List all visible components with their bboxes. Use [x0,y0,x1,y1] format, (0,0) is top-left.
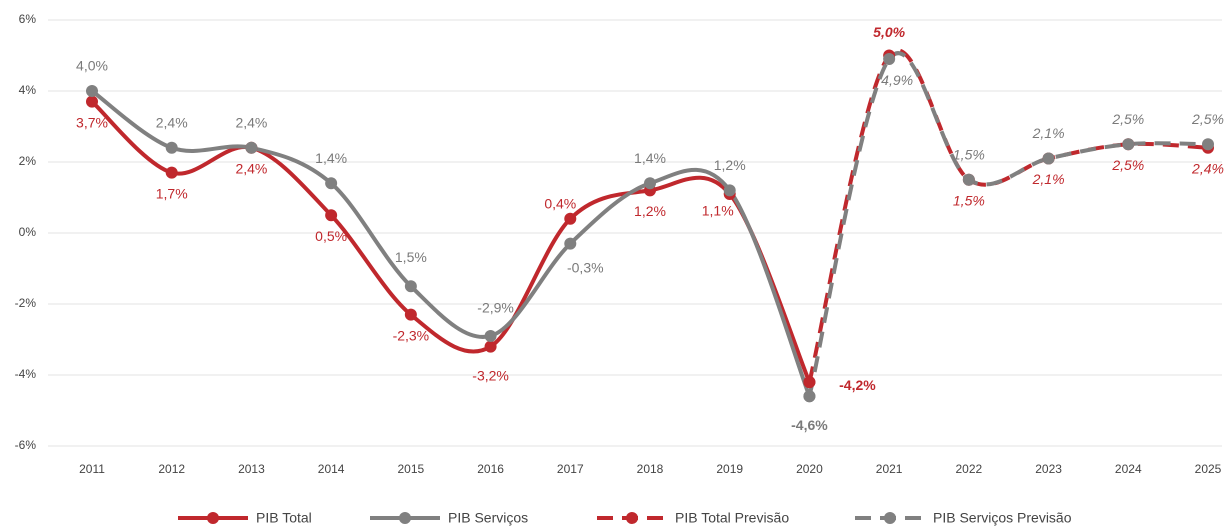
y-tick-label: -4% [15,367,37,381]
y-tick-label: 6% [19,12,37,26]
data-label: 2,4% [156,115,188,131]
data-point [86,85,98,97]
x-tick-label: 2017 [557,462,584,476]
data-label: 2,5% [1191,111,1224,127]
series-line [807,48,1209,383]
legend-label: PIB Serviços [448,510,528,526]
data-label: 0,5% [315,228,347,244]
data-point [404,280,417,293]
y-tick-label: 4% [19,83,37,97]
x-tick-label: 2020 [796,462,823,476]
data-label: 1,2% [634,203,666,219]
data-label: -2,3% [393,327,430,343]
x-tick-label: 2012 [158,462,185,476]
x-tick-label: 2014 [318,462,345,476]
y-tick-label: -6% [15,438,37,452]
data-label: 2,4% [1191,161,1224,177]
data-label: 2,1% [1032,171,1065,187]
data-point [883,53,896,66]
y-tick-label: 0% [19,225,37,239]
data-point [564,237,577,250]
x-tick-label: 2023 [1035,462,1062,476]
data-label: 1,7% [156,185,188,201]
series-line [90,89,812,398]
data-point [803,390,816,403]
data-label: -4,6% [791,417,828,433]
y-tick-label: -2% [15,296,37,310]
x-tick-label: 2013 [238,462,265,476]
legend-marker [626,512,638,524]
data-label: -0,3% [567,259,604,275]
data-point [1202,138,1214,151]
x-tick-label: 2025 [1195,462,1222,476]
x-tick-label: 2018 [637,462,664,476]
data-label: 1,5% [395,249,427,265]
data-label: 1,4% [315,150,347,166]
data-point [803,376,816,389]
data-point [484,329,497,342]
data-point [165,166,178,179]
data-label: 1,4% [634,150,666,166]
data-point [1042,152,1055,165]
data-point [644,177,656,190]
data-point [962,173,975,186]
data-label: 1,1% [702,203,734,219]
data-point [165,141,178,154]
data-label: 0,4% [544,196,576,212]
x-tick-label: 2015 [398,462,425,476]
data-label: -4,2% [839,377,876,393]
x-tick-label: 2011 [79,462,105,476]
data-label: 2,5% [1111,111,1144,127]
legend-label: PIB Serviços Previsão [933,510,1072,526]
data-label: 2,5% [1111,157,1144,173]
data-label: 2,4% [235,161,267,177]
x-tick-label: 2016 [477,462,504,476]
data-label: 4,0% [76,58,108,74]
data-label: 1,2% [714,157,746,173]
data-point [86,95,98,108]
data-point [325,177,338,190]
data-point [404,308,417,321]
x-tick-label: 2019 [716,462,743,476]
x-tick-label: 2021 [876,462,903,476]
data-point [564,212,577,225]
data-label: 1,5% [953,146,985,162]
legend-marker [884,512,896,524]
data-label: 2,1% [1032,125,1065,141]
legend-marker [399,512,411,524]
data-label: 1,5% [953,192,985,208]
legend-label: PIB Total [256,510,312,526]
data-label: -2,9% [477,300,514,316]
data-point [325,209,338,222]
data-label: 2,4% [235,115,267,131]
data-label: -3,2% [472,367,509,383]
series-line [90,100,812,383]
x-tick-label: 2024 [1115,462,1142,476]
data-label: 4,9% [881,72,913,88]
legend-marker [207,512,219,524]
data-point [484,340,497,353]
legend-label: PIB Total Previsão [675,510,789,526]
data-point [723,184,736,197]
data-point [245,141,258,154]
data-label: 3,7% [76,114,108,130]
y-tick-label: 2% [19,154,37,168]
x-tick-label: 2022 [956,462,983,476]
data-point [1122,138,1135,151]
data-label: 5,0% [873,24,905,40]
